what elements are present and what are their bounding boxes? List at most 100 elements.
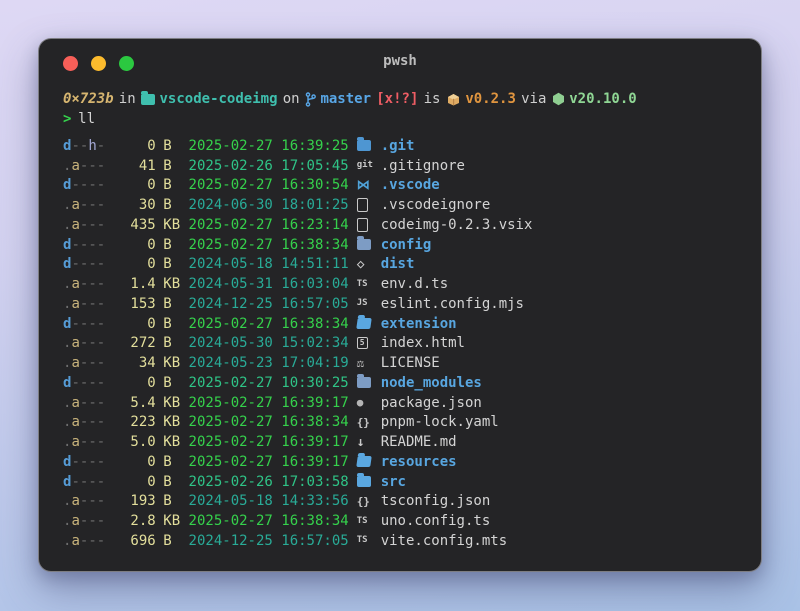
file-size-unit: B	[163, 453, 172, 470]
file-size: 696	[130, 532, 156, 549]
file-date: 2025-02-27 16:38:34	[188, 236, 349, 253]
file-date: 2025-02-27 16:39:17	[188, 394, 349, 411]
open-folder-icon	[355, 318, 381, 330]
file-name: uno.config.ts	[380, 513, 491, 530]
file-date: 2024-06-30 18:01:25	[188, 197, 349, 214]
file-mode: d----	[63, 374, 106, 391]
prompt-word-is: is	[423, 91, 441, 107]
file-mode: d----	[63, 315, 106, 332]
minimize-button[interactable]	[91, 56, 106, 71]
file-size: 0	[147, 473, 156, 490]
file-mode: .a---	[63, 394, 106, 411]
file-name: README.md	[380, 434, 457, 451]
file-name: resources	[380, 453, 457, 470]
file-size-unit: B	[163, 473, 172, 490]
open-folder-icon	[355, 456, 381, 468]
file-size: 0	[147, 374, 156, 391]
file-row: .a--- 223 KB 2025-02-27 16:38:34 {} pnpm-lock…	[63, 413, 737, 433]
file-row: .a--- 193 B 2024-05-18 14:33:56 {} tsconfig.j…	[63, 492, 737, 512]
file-date: 2025-02-27 16:39:25	[188, 137, 349, 154]
nodejs-hexagon-icon	[552, 92, 565, 106]
file-date: 2024-12-25 16:57:05	[188, 532, 349, 549]
file-name: package.json	[380, 394, 482, 411]
directory-row: d--h- 0 B 2025-02-27 16:39:25 .git	[63, 136, 737, 156]
titlebar[interactable]: pwsh	[39, 39, 761, 81]
directory-row: d---- 0 B 2025-02-27 16:38:34 config	[63, 235, 737, 255]
file-size-unit: B	[163, 157, 172, 174]
file-size: 5.0	[130, 434, 156, 451]
file-name: config	[380, 236, 432, 253]
config-folder-icon	[356, 236, 381, 251]
file-size-unit: KB	[163, 355, 181, 372]
git-branch-name: master	[320, 91, 372, 107]
file-size: 193	[130, 493, 156, 510]
close-button[interactable]	[63, 56, 78, 71]
file-mode: .a---	[63, 335, 106, 352]
directory-row: d---- 0 B 2025-02-27 10:30:25 node_modules	[63, 373, 737, 393]
terminal-window: pwsh 0×723b in vscode-codeimg on master …	[38, 38, 762, 572]
file-mode: .a---	[63, 434, 106, 451]
file-mode: .a---	[63, 513, 106, 530]
file-listing: d--h- 0 B 2025-02-27 16:39:25 .git .a--- 41 B 20…	[63, 136, 737, 551]
license-scales-icon: ⚖	[356, 356, 364, 371]
file-size-unit: B	[163, 295, 172, 312]
file-row: .a--- 272 B 2024-05-30 15:02:34 5 index.html	[63, 334, 737, 354]
file-date: 2024-05-31 16:03:04	[188, 276, 349, 293]
file-size: 272	[130, 335, 156, 352]
typescript-icon: TS	[356, 515, 368, 526]
file-date: 2025-02-27 16:39:17	[188, 434, 349, 451]
markdown-icon: ↓	[356, 434, 365, 450]
file-row: .a--- 41 B 2025-02-26 17:05:45 git .gitignore	[63, 156, 737, 176]
file-size: 0	[147, 236, 156, 253]
prompt-line: 0×723b in vscode-codeimg on master [x!?]…	[63, 89, 737, 109]
file-name: tsconfig.json	[380, 493, 491, 510]
html5-icon: 5	[356, 337, 381, 350]
file-name: dist	[380, 256, 415, 273]
file-icon	[356, 217, 381, 232]
node-icon: ●	[356, 396, 364, 410]
file-size: 0	[147, 315, 156, 332]
command-text: ll	[78, 111, 96, 127]
file-date: 2024-05-30 15:02:34	[188, 335, 349, 352]
directory-row: d---- 0 B 2025-02-27 16:30:54 ⋈ .vscode	[63, 176, 737, 196]
file-date: 2025-02-27 10:30:25	[188, 374, 349, 391]
file-size-unit: KB	[163, 414, 181, 431]
file-size-unit: KB	[163, 434, 181, 451]
git-branch-icon	[305, 91, 316, 107]
file-mode: .a---	[63, 532, 106, 549]
javascript-icon: JS	[356, 298, 368, 309]
prompt-word-in: in	[118, 91, 136, 107]
file-size: 0	[147, 256, 156, 273]
package-box-icon	[446, 92, 461, 106]
typescript-icon: TS	[356, 278, 368, 289]
terminal-content[interactable]: 0×723b in vscode-codeimg on master [x!?]…	[39, 81, 761, 571]
file-size: 34	[138, 355, 156, 372]
file-date: 2025-02-26 17:05:45	[188, 157, 349, 174]
file-size-unit: KB	[163, 216, 181, 233]
file-size-unit: B	[163, 315, 172, 332]
directory-row: d---- 0 B 2024-05-18 14:51:11 ◇ dist	[63, 255, 737, 275]
folder-icon	[140, 90, 155, 105]
file-icon	[356, 198, 381, 213]
window-title: pwsh	[383, 53, 417, 69]
file-row: .a--- 30 B 2024-06-30 18:01:25 .vscodeignore	[63, 195, 737, 215]
zoom-button[interactable]	[119, 56, 134, 71]
file-name: vite.config.mts	[380, 532, 508, 549]
file-mode: d--h-	[63, 137, 106, 154]
file-date: 2024-05-18 14:33:56	[188, 493, 349, 510]
file-mode: d----	[63, 453, 106, 470]
file-name: codeimg-0.2.3.vsix	[380, 216, 533, 233]
file-size-unit: B	[163, 137, 172, 154]
file-mode: .a---	[63, 295, 106, 312]
file-name: LICENSE	[380, 355, 440, 372]
file-size: 153	[130, 295, 156, 312]
file-size: 0	[147, 177, 156, 194]
file-name: eslint.config.mjs	[380, 295, 524, 312]
directory-row: d---- 0 B 2025-02-27 16:38:34 extension	[63, 314, 737, 334]
file-size: 223	[130, 414, 156, 431]
file-size: 2.8	[130, 513, 156, 530]
file-size: 5.4	[130, 394, 156, 411]
file-name: pnpm-lock.yaml	[380, 414, 499, 431]
file-date: 2025-02-27 16:39:17	[188, 453, 349, 470]
file-date: 2024-05-23 17:04:19	[188, 355, 349, 372]
